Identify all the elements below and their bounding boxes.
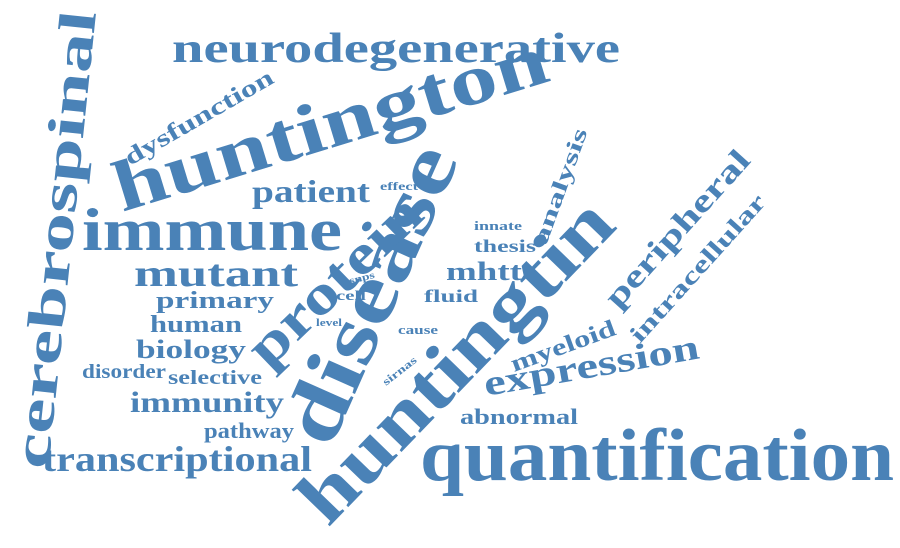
word-patient: patient — [252, 173, 370, 209]
word-biology: biology — [136, 335, 246, 364]
word-primary: primary — [156, 288, 274, 314]
word-neurodegenerative: neurodegenerative — [172, 26, 620, 72]
word-mhtt: mhtt — [446, 257, 522, 286]
word-cell: cell — [336, 289, 366, 304]
word-innate: innate — [474, 218, 522, 233]
word-thesis: thesis — [474, 236, 536, 256]
word-abnormal: abnormal — [460, 404, 578, 429]
word-human: human — [150, 312, 242, 338]
word-mutant: mutant — [134, 253, 298, 295]
word-transcriptional: transcriptional — [42, 439, 312, 479]
word-level: level — [316, 318, 342, 329]
word-selective: selective — [168, 367, 262, 389]
word-quantification: quantification — [420, 415, 894, 497]
word-disorder: disorder — [82, 361, 166, 383]
word-fluid: fluid — [424, 286, 478, 306]
word-immunity: immunity — [130, 386, 284, 419]
word-cause: cause — [398, 322, 438, 337]
word-immune: immune — [82, 197, 342, 263]
word-effect: effect — [380, 179, 418, 193]
word-pathway: pathway — [204, 418, 294, 443]
